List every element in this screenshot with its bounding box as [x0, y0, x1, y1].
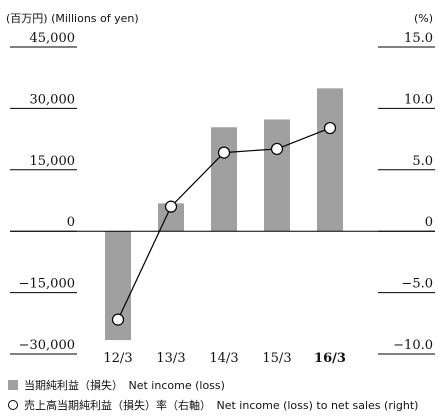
x-tick-label: 14/3 — [209, 351, 238, 366]
line-point — [111, 313, 125, 326]
x-tick-label: 13/3 — [156, 351, 185, 366]
y2-axis-label: (%) — [414, 12, 433, 25]
categories: 12/3 13/3 14/3 15/3 16/3 — [103, 351, 346, 366]
y2-tick-label: 0 — [425, 215, 433, 230]
legend-swatch-line — [8, 400, 18, 410]
y-tick-label: 15,000 — [30, 154, 76, 169]
x-tick-label: 16/3 — [314, 351, 346, 366]
legend-label: 当期純利益（損失） Net income (loss) — [24, 378, 225, 392]
y-tick-label: 0 — [67, 215, 75, 230]
x-tick-label: 12/3 — [103, 351, 132, 366]
line-point — [270, 142, 284, 156]
y-tick-label: −30,000 — [19, 338, 75, 353]
y-tick-label: −15,000 — [19, 277, 75, 292]
y2-tick-label: 10.0 — [404, 92, 433, 107]
y2-tick-label: −5.0 — [401, 277, 433, 292]
y-tick-label: 45,000 — [30, 31, 76, 46]
line-point — [164, 200, 178, 213]
y2-tick-label: −10.0 — [393, 338, 433, 353]
bar — [211, 127, 237, 232]
y2-tick-label: 15.0 — [404, 31, 433, 46]
bar — [317, 88, 343, 232]
legend-swatch-bar — [8, 380, 18, 390]
y-axis-label: (百万円) (Millions of yen) — [6, 12, 139, 25]
line-point — [323, 121, 337, 135]
y-tick-label: 30,000 — [30, 92, 76, 107]
bar — [264, 119, 290, 232]
legend-label: 売上高当期純利益（損失）率（右軸） Net income (loss) to n… — [24, 398, 418, 412]
x-tick-label: 15/3 — [262, 351, 291, 366]
line-point — [217, 146, 231, 159]
y2-tick-label: 5.0 — [412, 154, 433, 169]
